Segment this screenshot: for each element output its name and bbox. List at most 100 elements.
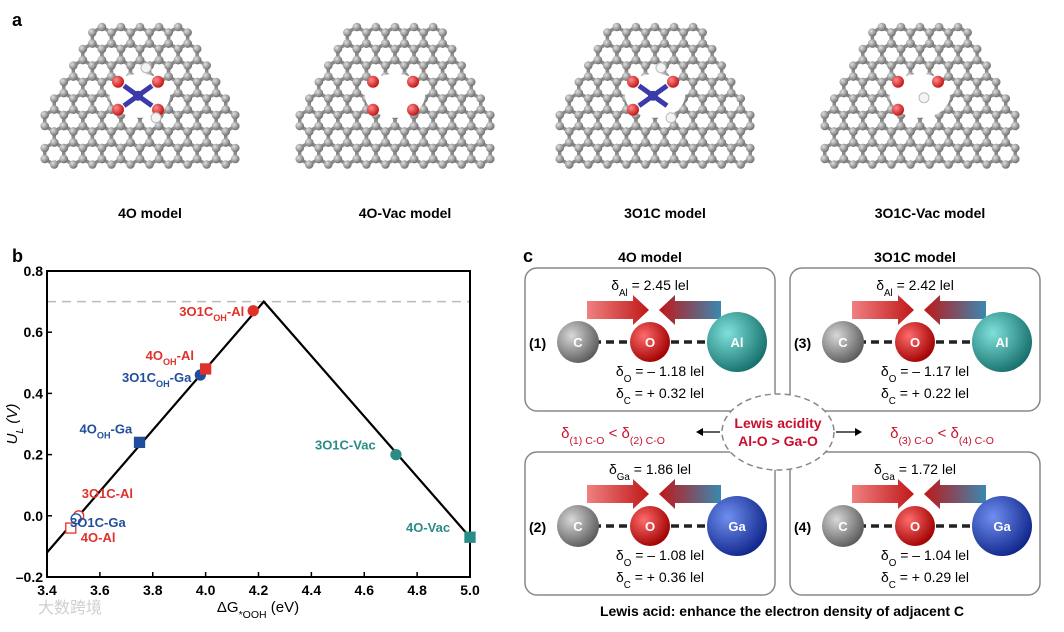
- metal-atom: [133, 90, 143, 101]
- carbon-atom: [400, 39, 409, 48]
- arrow-left: [659, 479, 721, 509]
- oxygen-atom: [407, 75, 419, 88]
- carbon-atom: [612, 143, 622, 153]
- carbon-atom: [362, 160, 371, 169]
- carbon-atom: [116, 143, 126, 153]
- point: [199, 363, 212, 375]
- carbon-atom: [707, 44, 717, 54]
- carbon-atom: [972, 55, 982, 65]
- atom-label: C: [573, 519, 583, 534]
- arrow-left: [924, 479, 986, 509]
- carbon-atom: [211, 143, 221, 153]
- carbon-atom: [574, 77, 584, 87]
- carbon-atom: [868, 127, 877, 136]
- carbon-atom: [972, 143, 982, 153]
- carbon-atom: [887, 61, 896, 70]
- carbon-atom: [896, 154, 906, 164]
- charge-label: δC = + 0.29 lel: [881, 569, 969, 591]
- carbon-atom: [820, 154, 830, 164]
- carbon-atom: [698, 39, 707, 48]
- carbon-atom: [972, 154, 982, 164]
- point-label: 3O1C-Vac: [315, 438, 376, 453]
- carbon-atom: [400, 61, 409, 70]
- carbon-atom: [221, 127, 231, 136]
- hydrogen-atom: [655, 62, 667, 74]
- carbon-atom: [438, 94, 447, 103]
- arrow-right: [852, 295, 914, 325]
- carbon-atom: [97, 77, 107, 87]
- carbon-atom: [69, 72, 78, 81]
- carbon-atom: [584, 94, 593, 103]
- oxygen-atom: [112, 103, 124, 116]
- carbon-atom: [78, 121, 88, 131]
- carbon-atom: [839, 77, 849, 87]
- y-tick-label: –0.2: [16, 569, 43, 585]
- carbon-atom: [371, 55, 381, 65]
- carbon-atom: [447, 44, 457, 54]
- text-part: 4O: [80, 421, 97, 436]
- carbon-atom: [925, 61, 934, 70]
- point-label: 4O-Vac: [406, 520, 450, 535]
- box-index: (2): [529, 519, 546, 535]
- carbon-atom: [915, 44, 925, 54]
- carbon-atom: [97, 154, 107, 164]
- text-part: -Ga: [170, 370, 192, 385]
- carbon-atom: [447, 121, 457, 131]
- carbon-atom: [126, 28, 135, 37]
- carbon-atom: [173, 154, 183, 164]
- carbon-atom: [982, 61, 991, 70]
- text-part: δ: [881, 363, 889, 379]
- carbon-atom: [324, 72, 333, 81]
- carbon-atom: [390, 143, 400, 153]
- carbon-atom: [934, 121, 944, 131]
- carbon-atom: [371, 121, 381, 131]
- carbon-atom: [69, 127, 78, 136]
- text-part: = + 0.22 lel: [896, 385, 969, 401]
- carbon-atom: [154, 143, 164, 153]
- carbon-atom: [603, 61, 612, 70]
- carbon-atom: [362, 138, 371, 147]
- carbon-atom: [485, 154, 495, 164]
- carbon-atom: [304, 105, 314, 114]
- carbon-atom: [584, 138, 593, 147]
- carbon-atom: [849, 127, 858, 136]
- point-label: 3O1C-Ga: [70, 515, 126, 530]
- arrowhead: [696, 428, 703, 436]
- carbon-atom: [726, 88, 736, 98]
- carbon-atom: [428, 55, 438, 65]
- carbon-atom: [953, 121, 963, 131]
- subscript: (2) C-O: [630, 435, 665, 447]
- carbon-atom: [173, 121, 183, 131]
- carbon-atom: [944, 138, 953, 147]
- oxygen-atom: [112, 75, 124, 88]
- carbon-atom: [717, 138, 726, 147]
- carbon-atom: [154, 121, 164, 131]
- subscript: O: [624, 374, 632, 385]
- carbon-atom: [858, 88, 868, 98]
- atom-label: O: [910, 335, 920, 350]
- carbon-atom: [69, 105, 78, 114]
- carbon-atom: [88, 39, 97, 48]
- carbon-atom: [447, 143, 457, 153]
- carbon-atom: [88, 105, 97, 114]
- atom-sphere: [972, 312, 1032, 372]
- carbon-atom: [717, 105, 726, 114]
- arrow-left: [659, 295, 721, 325]
- point: [247, 305, 259, 317]
- charge-label: δAl = 2.42 lel: [876, 277, 954, 299]
- charge-label: δC = + 0.36 lel: [616, 569, 704, 591]
- carbon-atom: [438, 39, 447, 48]
- carbon-atom: [584, 127, 593, 136]
- atom-label: Ga: [993, 519, 1011, 534]
- y-axis-label: UL (V): [4, 404, 26, 445]
- carbon-atom: [877, 154, 887, 164]
- point: [70, 513, 82, 525]
- text-part: = 2.45 lel: [628, 277, 689, 293]
- carbon-atom: [877, 55, 887, 65]
- carbon-atom: [991, 88, 1001, 98]
- model-structure: [820, 22, 1020, 169]
- carbon-atom: [641, 61, 650, 70]
- text-part: 3O1C-Al: [82, 486, 133, 501]
- text-part: 3O1C-Ga: [70, 515, 126, 530]
- carbon-atom: [211, 88, 221, 98]
